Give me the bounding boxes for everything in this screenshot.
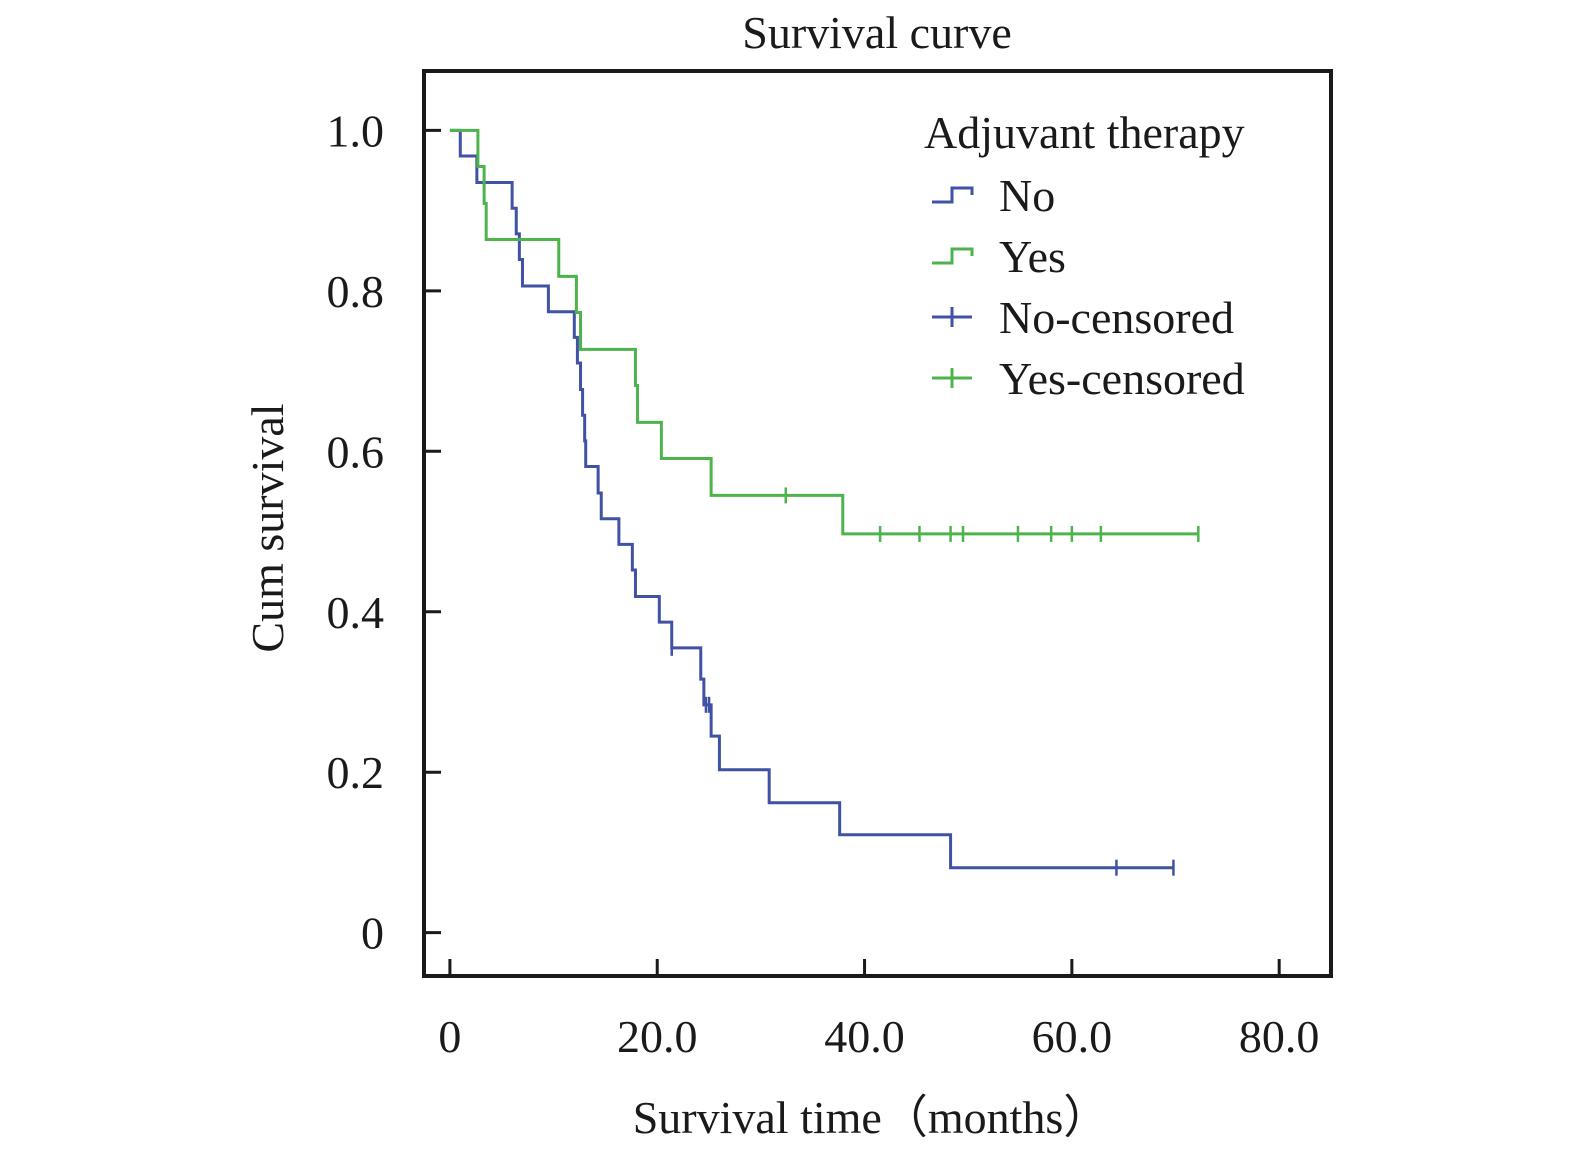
y-axis: 0 0.2 0.4 0.6 0.8 1.0 [327,105,441,959]
x-tick-label: 80.0 [1239,1011,1320,1062]
x-tick-label: 0 [438,1011,461,1062]
legend-swatch-censor [932,368,972,388]
y-tick-label: 0.4 [327,587,385,638]
survival-line-yes [449,128,1199,536]
legend: Adjuvant therapy No Yes No-censored Yes-cens… [924,107,1245,404]
series-yes [449,128,1200,542]
legend-label: No-censored [999,292,1234,343]
legend-title: Adjuvant therapy [924,107,1245,158]
y-tick-label: 1.0 [327,105,385,156]
legend-swatch-censor [932,307,972,327]
y-tick-label: 0 [361,908,384,959]
series-layer [449,128,1200,876]
y-tick-label: 0.8 [327,266,385,317]
legend-swatch-line [932,186,974,204]
x-axis-label: Survival time（months） [633,1092,1110,1143]
chart-title: Survival curve [742,7,1012,58]
plot-frame [422,69,1333,978]
y-tick-label: 0.6 [327,426,385,477]
x-tick-label: 20.0 [617,1011,698,1062]
legend-label: Yes-censored [999,353,1245,404]
legend-label: Yes [999,231,1066,282]
x-axis: 0 20.0 40.0 60.0 80.0 [438,959,1319,1062]
legend-swatch-line [932,247,974,265]
x-tick-label: 60.0 [1032,1011,1113,1062]
x-tick-label: 40.0 [824,1011,905,1062]
y-tick-label: 0.2 [327,747,385,798]
legend-label: No [999,170,1055,221]
y-axis-label: Cum survival [242,403,293,652]
